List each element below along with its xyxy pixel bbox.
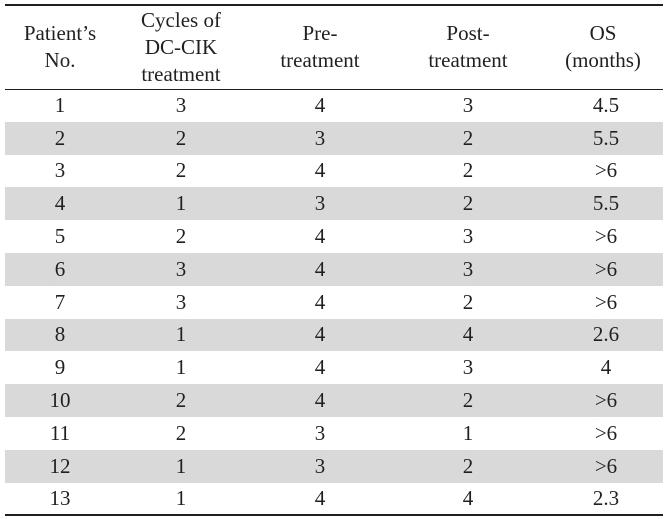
cell-pre-treatment: 4 <box>314 93 326 118</box>
table-row: 5 2 4 3 >6 <box>5 220 663 253</box>
cell-post-treatment: 2 <box>462 453 474 478</box>
cell-os-months: >6 <box>594 289 618 314</box>
cell-patient-no: 12 <box>49 453 71 478</box>
cell-pre-treatment: 4 <box>314 224 326 249</box>
cell-os-months: >6 <box>594 158 618 183</box>
cell-os-months: >6 <box>594 453 618 478</box>
cell-patient-no: 3 <box>54 158 66 183</box>
header-line: OS <box>589 21 617 46</box>
table-row: 8 1 4 4 2.6 <box>5 318 663 352</box>
header-os-months: OS (months) <box>543 4 663 90</box>
header-line: treatment <box>141 61 221 86</box>
table-row: 9 1 4 3 4 <box>5 351 663 384</box>
data-table: Patient’s No. Cycles of DC-CIK treatment… <box>5 4 663 517</box>
cell-post-treatment: 3 <box>462 224 474 249</box>
cell-cycles: 3 <box>175 289 187 314</box>
table-row: 3 2 4 2 >6 <box>5 155 663 188</box>
table-row: 1 3 4 3 4.5 <box>5 89 663 122</box>
header-line: treatment <box>428 48 508 73</box>
cell-post-treatment: 2 <box>462 289 474 314</box>
table-row: 7 3 4 2 >6 <box>5 286 663 319</box>
cell-patient-no: 10 <box>49 388 71 413</box>
header-line: No. <box>44 48 76 73</box>
header-line: DC-CIK <box>144 34 218 59</box>
cell-patient-no: 4 <box>54 191 66 216</box>
cell-cycles: 2 <box>175 388 187 413</box>
table-row: 11 2 3 1 >6 <box>5 417 663 450</box>
cell-patient-no: 7 <box>54 289 66 314</box>
cell-pre-treatment: 3 <box>314 125 326 150</box>
cell-os-months: >6 <box>594 420 618 445</box>
cell-pre-treatment: 4 <box>314 158 326 183</box>
cell-os-months: >6 <box>594 256 618 281</box>
header-line: Patient’s <box>23 21 97 46</box>
table-row: 10 2 4 2 >6 <box>5 384 663 417</box>
table-row: 6 3 4 3 >6 <box>5 252 663 286</box>
table-row: 4 1 3 2 5.5 <box>5 187 663 221</box>
cell-pre-treatment: 4 <box>314 289 326 314</box>
cell-cycles: 1 <box>175 355 187 380</box>
table-body: 1 3 4 3 4.5 2 2 3 2 5.5 3 2 4 2 >6 4 1 3 2 5.5 5 2 4 3 >6 6 3 4 3 >6 7… <box>5 89 663 517</box>
header-post-treatment: Post- treatment <box>393 4 543 90</box>
cell-patient-no: 9 <box>54 355 66 380</box>
cell-post-treatment: 4 <box>462 322 474 347</box>
cell-os-months: 4 <box>600 355 612 380</box>
cell-cycles: 1 <box>175 322 187 347</box>
header-line: treatment <box>280 48 360 73</box>
cell-cycles: 3 <box>175 256 187 281</box>
cell-patient-no: 6 <box>54 256 66 281</box>
cell-pre-treatment: 4 <box>314 355 326 380</box>
cell-cycles: 2 <box>175 125 187 150</box>
cell-cycles: 1 <box>175 453 187 478</box>
cell-post-treatment: 3 <box>462 93 474 118</box>
cell-cycles: 2 <box>175 420 187 445</box>
cell-cycles: 3 <box>175 93 187 118</box>
cell-os-months: 2.6 <box>592 322 620 347</box>
cell-os-months: 4.5 <box>592 93 620 118</box>
cell-cycles: 1 <box>175 191 187 216</box>
cell-pre-treatment: 4 <box>314 388 326 413</box>
header-line: Post- <box>446 21 490 46</box>
cell-post-treatment: 3 <box>462 256 474 281</box>
cell-patient-no: 13 <box>5 482 115 517</box>
cell-cycles: 2 <box>175 224 187 249</box>
cell-pre-treatment: 4 <box>314 256 326 281</box>
cell-pre-treatment: 3 <box>314 191 326 216</box>
cell-pre-treatment: 4 <box>247 482 393 517</box>
cell-pre-treatment: 4 <box>314 322 326 347</box>
header-line: Pre- <box>302 21 338 46</box>
cell-patient-no: 8 <box>54 322 66 347</box>
header-line: Cycles of <box>141 7 221 32</box>
cell-cycles: 1 <box>115 482 247 517</box>
cell-os-months: >6 <box>594 388 618 413</box>
cell-os-months: 2.3 <box>543 482 663 517</box>
cell-patient-no: 5 <box>54 224 66 249</box>
header-cycles: Cycles of DC-CIK treatment <box>115 4 247 90</box>
cell-post-treatment: 4 <box>393 482 543 517</box>
cell-pre-treatment: 3 <box>314 453 326 478</box>
header-patient-no: Patient’s No. <box>5 4 115 90</box>
table-row: 13 1 4 4 2.3 <box>5 482 663 517</box>
table-header: Patient’s No. Cycles of DC-CIK treatment… <box>5 4 663 90</box>
cell-patient-no: 1 <box>54 93 66 118</box>
cell-post-treatment: 2 <box>462 158 474 183</box>
header-row: Patient’s No. Cycles of DC-CIK treatment… <box>5 4 663 90</box>
cell-post-treatment: 2 <box>462 125 474 150</box>
cell-patient-no: 2 <box>54 125 66 150</box>
cell-os-months: >6 <box>594 224 618 249</box>
header-pre-treatment: Pre- treatment <box>247 4 393 90</box>
header-line: (months) <box>565 48 641 73</box>
cell-post-treatment: 2 <box>462 388 474 413</box>
cell-patient-no: 11 <box>49 420 71 445</box>
cell-post-treatment: 1 <box>462 420 474 445</box>
cell-post-treatment: 3 <box>462 355 474 380</box>
table-row: 2 2 3 2 5.5 <box>5 121 663 155</box>
table-container: Patient’s No. Cycles of DC-CIK treatment… <box>5 4 663 517</box>
cell-cycles: 2 <box>175 158 187 183</box>
cell-os-months: 5.5 <box>592 125 620 150</box>
table-row: 12 1 3 2 >6 <box>5 449 663 483</box>
cell-os-months: 5.5 <box>592 191 620 216</box>
cell-post-treatment: 2 <box>462 191 474 216</box>
cell-pre-treatment: 3 <box>314 420 326 445</box>
